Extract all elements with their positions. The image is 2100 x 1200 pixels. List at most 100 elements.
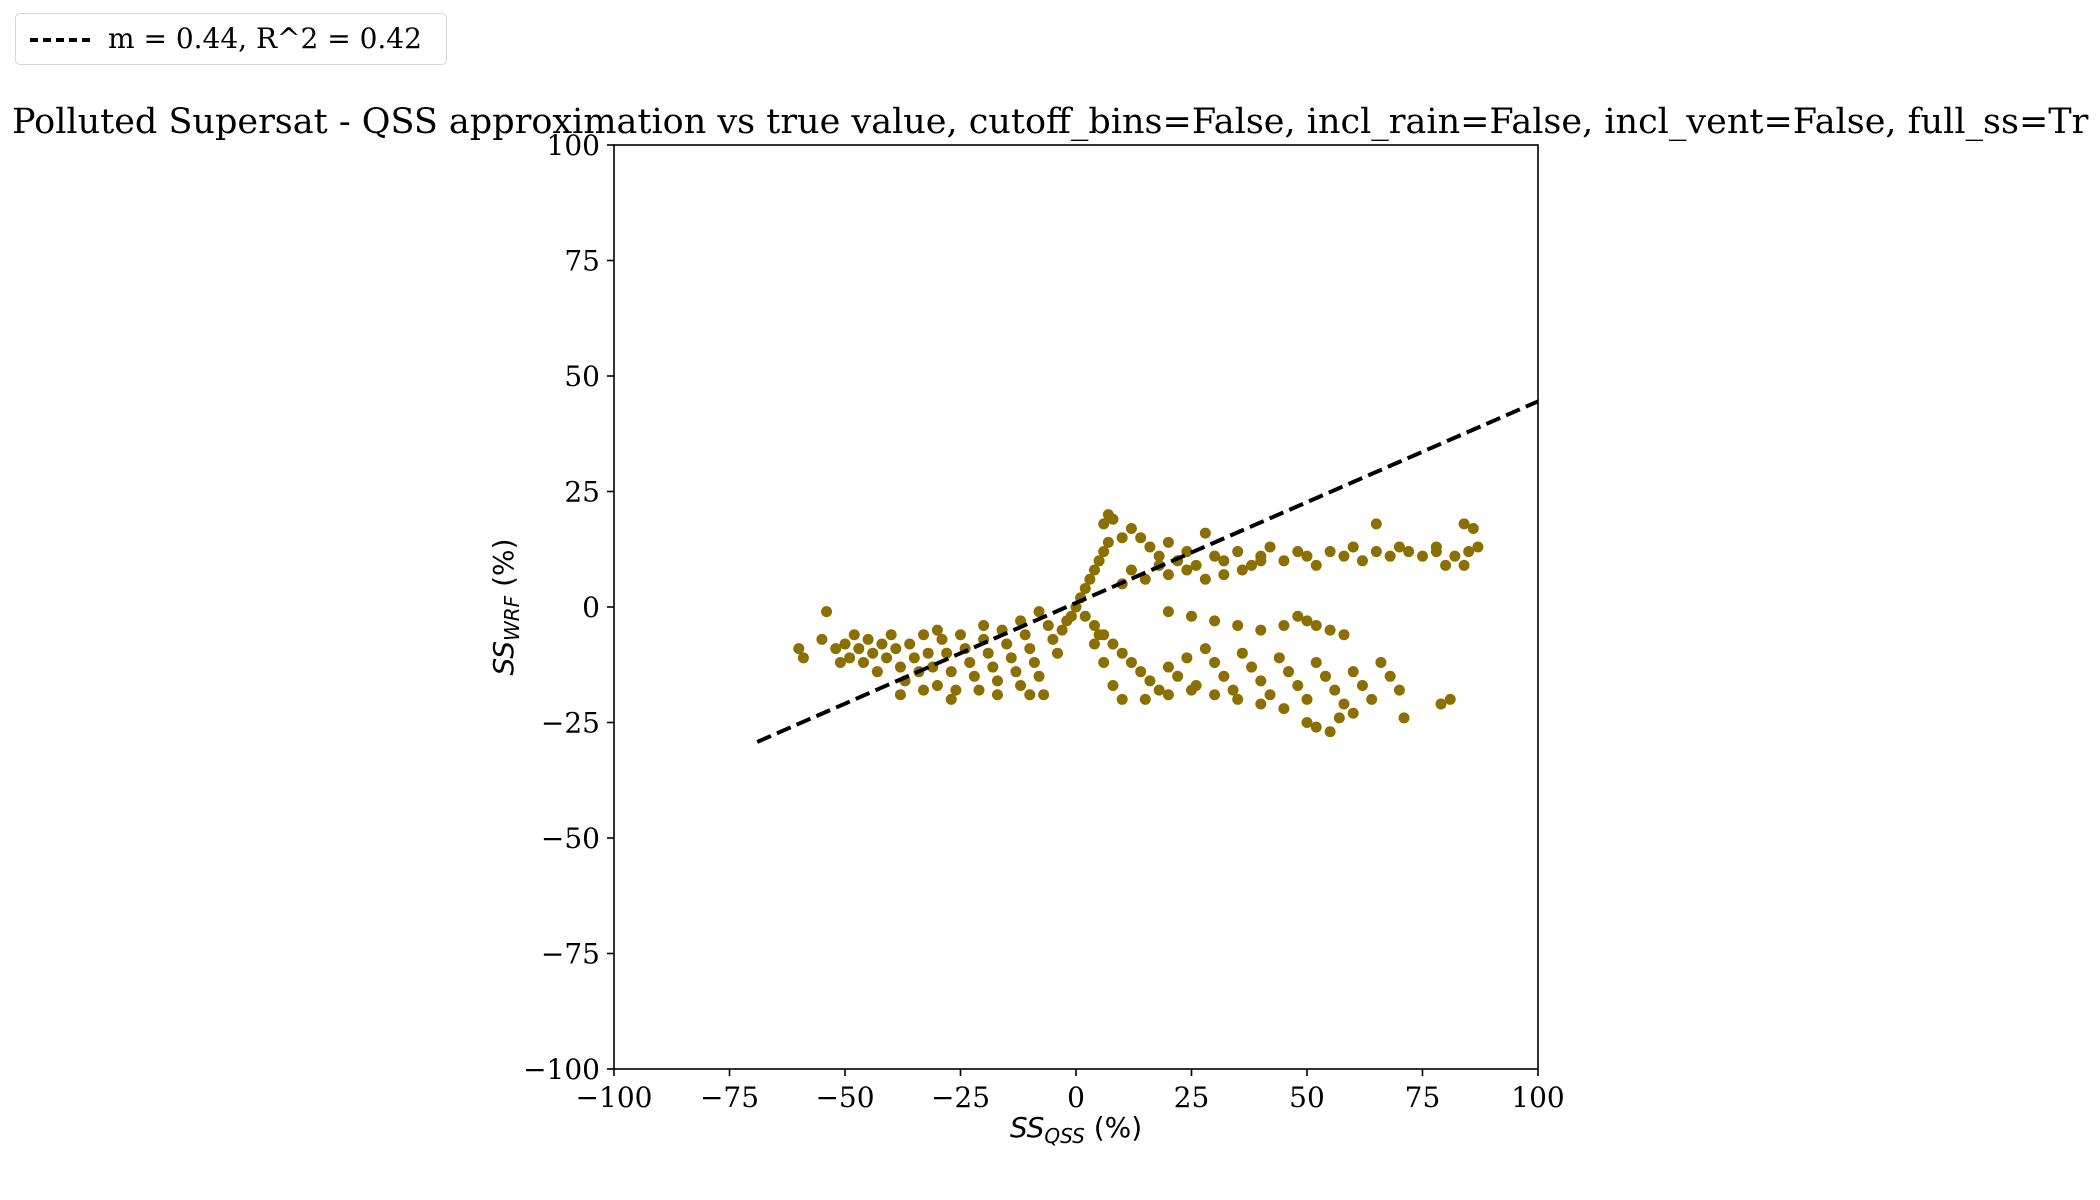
scatter-point: [894, 689, 906, 701]
scatter-point: [1199, 643, 1211, 655]
scatter-point: [793, 643, 805, 655]
scatter-point: [1264, 541, 1276, 553]
scatter-point: [1472, 541, 1484, 553]
scatter-point: [1209, 550, 1221, 562]
scatter-point: [1116, 532, 1128, 544]
scatter-point: [821, 606, 833, 618]
y-tick-label: 75: [564, 245, 600, 278]
scatter-point: [797, 652, 809, 664]
x-tick-label: 100: [1511, 1081, 1564, 1114]
scatter-point: [1181, 652, 1193, 664]
scatter-point: [1088, 619, 1100, 631]
x-tick-label: −100: [576, 1081, 653, 1114]
scatter-point: [1338, 550, 1350, 562]
scatter-point: [931, 624, 943, 636]
scatter-point: [1102, 536, 1114, 548]
scatter-point: [1227, 684, 1239, 696]
scatter-point: [1144, 675, 1156, 687]
scatter-point: [1042, 619, 1054, 631]
x-axis-ticks: −100 −75 −50 −25 0 25 50 75 100: [576, 1069, 1565, 1114]
scatter-point: [1093, 629, 1105, 641]
scatter-point: [871, 666, 883, 678]
scatter-point: [1088, 564, 1100, 576]
scatter-point: [1384, 670, 1396, 682]
scatter-point: [1255, 675, 1267, 687]
scatter-point: [1098, 546, 1110, 558]
scatter-point: [1052, 647, 1064, 659]
scatter-point: [1047, 633, 1059, 645]
scatter-point: [1024, 689, 1036, 701]
scatter-point: [1324, 624, 1336, 636]
scatter-point: [1255, 698, 1267, 710]
scatter-point: [1301, 717, 1313, 728]
scatter-point: [1033, 606, 1045, 618]
y-tick-label: 0: [582, 591, 600, 624]
scatter-point: [1347, 541, 1359, 553]
scatter-point: [1236, 564, 1248, 576]
scatter-point: [834, 656, 846, 668]
scatter-point: [1255, 555, 1267, 567]
scatter-point: [1019, 629, 1031, 641]
scatter-point: [978, 619, 990, 631]
scatter-point: [950, 684, 962, 696]
scatter-point: [1056, 624, 1068, 636]
fit-line-layer: [756, 399, 1539, 744]
scatter-point: [862, 633, 874, 645]
scatter-point: [1135, 532, 1147, 544]
scatter-point: [1278, 703, 1290, 715]
scatter-point: [1324, 546, 1336, 558]
scatter-point: [1356, 555, 1368, 567]
scatter-point: [1153, 684, 1165, 696]
scatter-point: [968, 670, 980, 682]
scatter-point: [876, 638, 888, 650]
scatter-point: [1125, 656, 1137, 668]
scatter-point: [1310, 656, 1322, 668]
scatter-point: [1107, 513, 1119, 525]
scatter-point: [1430, 541, 1442, 553]
scatter-point: [1010, 666, 1022, 678]
scatter-point: [1310, 619, 1322, 631]
scatter-point: [890, 643, 902, 655]
scatter-point: [1218, 555, 1230, 567]
scatter-point: [1098, 518, 1110, 530]
x-tick-label: −50: [815, 1081, 874, 1114]
scatter-point: [1232, 693, 1244, 705]
chart-title: Polluted Supersat - QSS approximation vs…: [12, 102, 2089, 142]
scatter-point: [1384, 550, 1396, 562]
scatter-point: [1186, 610, 1197, 622]
scatter-point: [1310, 559, 1322, 571]
scatter-point: [931, 680, 943, 692]
x-tick-label: 50: [1289, 1081, 1325, 1114]
x-tick-label: 25: [1174, 1081, 1210, 1114]
legend-label: m = 0.44, R^2 = 0.42: [108, 22, 422, 55]
y-tick-label: −50: [541, 822, 600, 855]
scatter-point: [830, 643, 842, 655]
scatter-point: [973, 684, 985, 696]
scatter-point: [853, 643, 865, 655]
scatter-point: [1144, 541, 1156, 553]
scatter-point: [1199, 527, 1211, 539]
scatter-point: [1139, 693, 1151, 705]
scatter-point: [1162, 661, 1174, 673]
scatter-point: [1467, 522, 1479, 534]
scatter-point: [839, 638, 851, 650]
scatter-point: [1347, 707, 1359, 719]
scatter-point: [1310, 721, 1322, 733]
scatter-point: [1084, 573, 1096, 585]
x-tick-label: 75: [1405, 1081, 1441, 1114]
scatter-point: [1139, 573, 1151, 585]
scatter-point: [1301, 615, 1313, 627]
y-axis-ticks: −100 −75 −50 −25 0 25 50 75 100: [523, 129, 614, 1086]
scatter-point: [1162, 689, 1174, 701]
scatter-point: [1065, 610, 1077, 622]
scatter-point: [1393, 541, 1405, 553]
points-layer: [793, 509, 1484, 738]
scatter-point: [1458, 559, 1470, 571]
scatter-point: [1338, 698, 1350, 710]
scatter-point: [941, 647, 953, 659]
scatter-point: [1218, 569, 1230, 581]
y-tick-label: 100: [547, 129, 600, 162]
scatter-point: [1292, 546, 1304, 558]
scatter-point: [1329, 684, 1341, 696]
scatter-point: [1278, 619, 1290, 631]
